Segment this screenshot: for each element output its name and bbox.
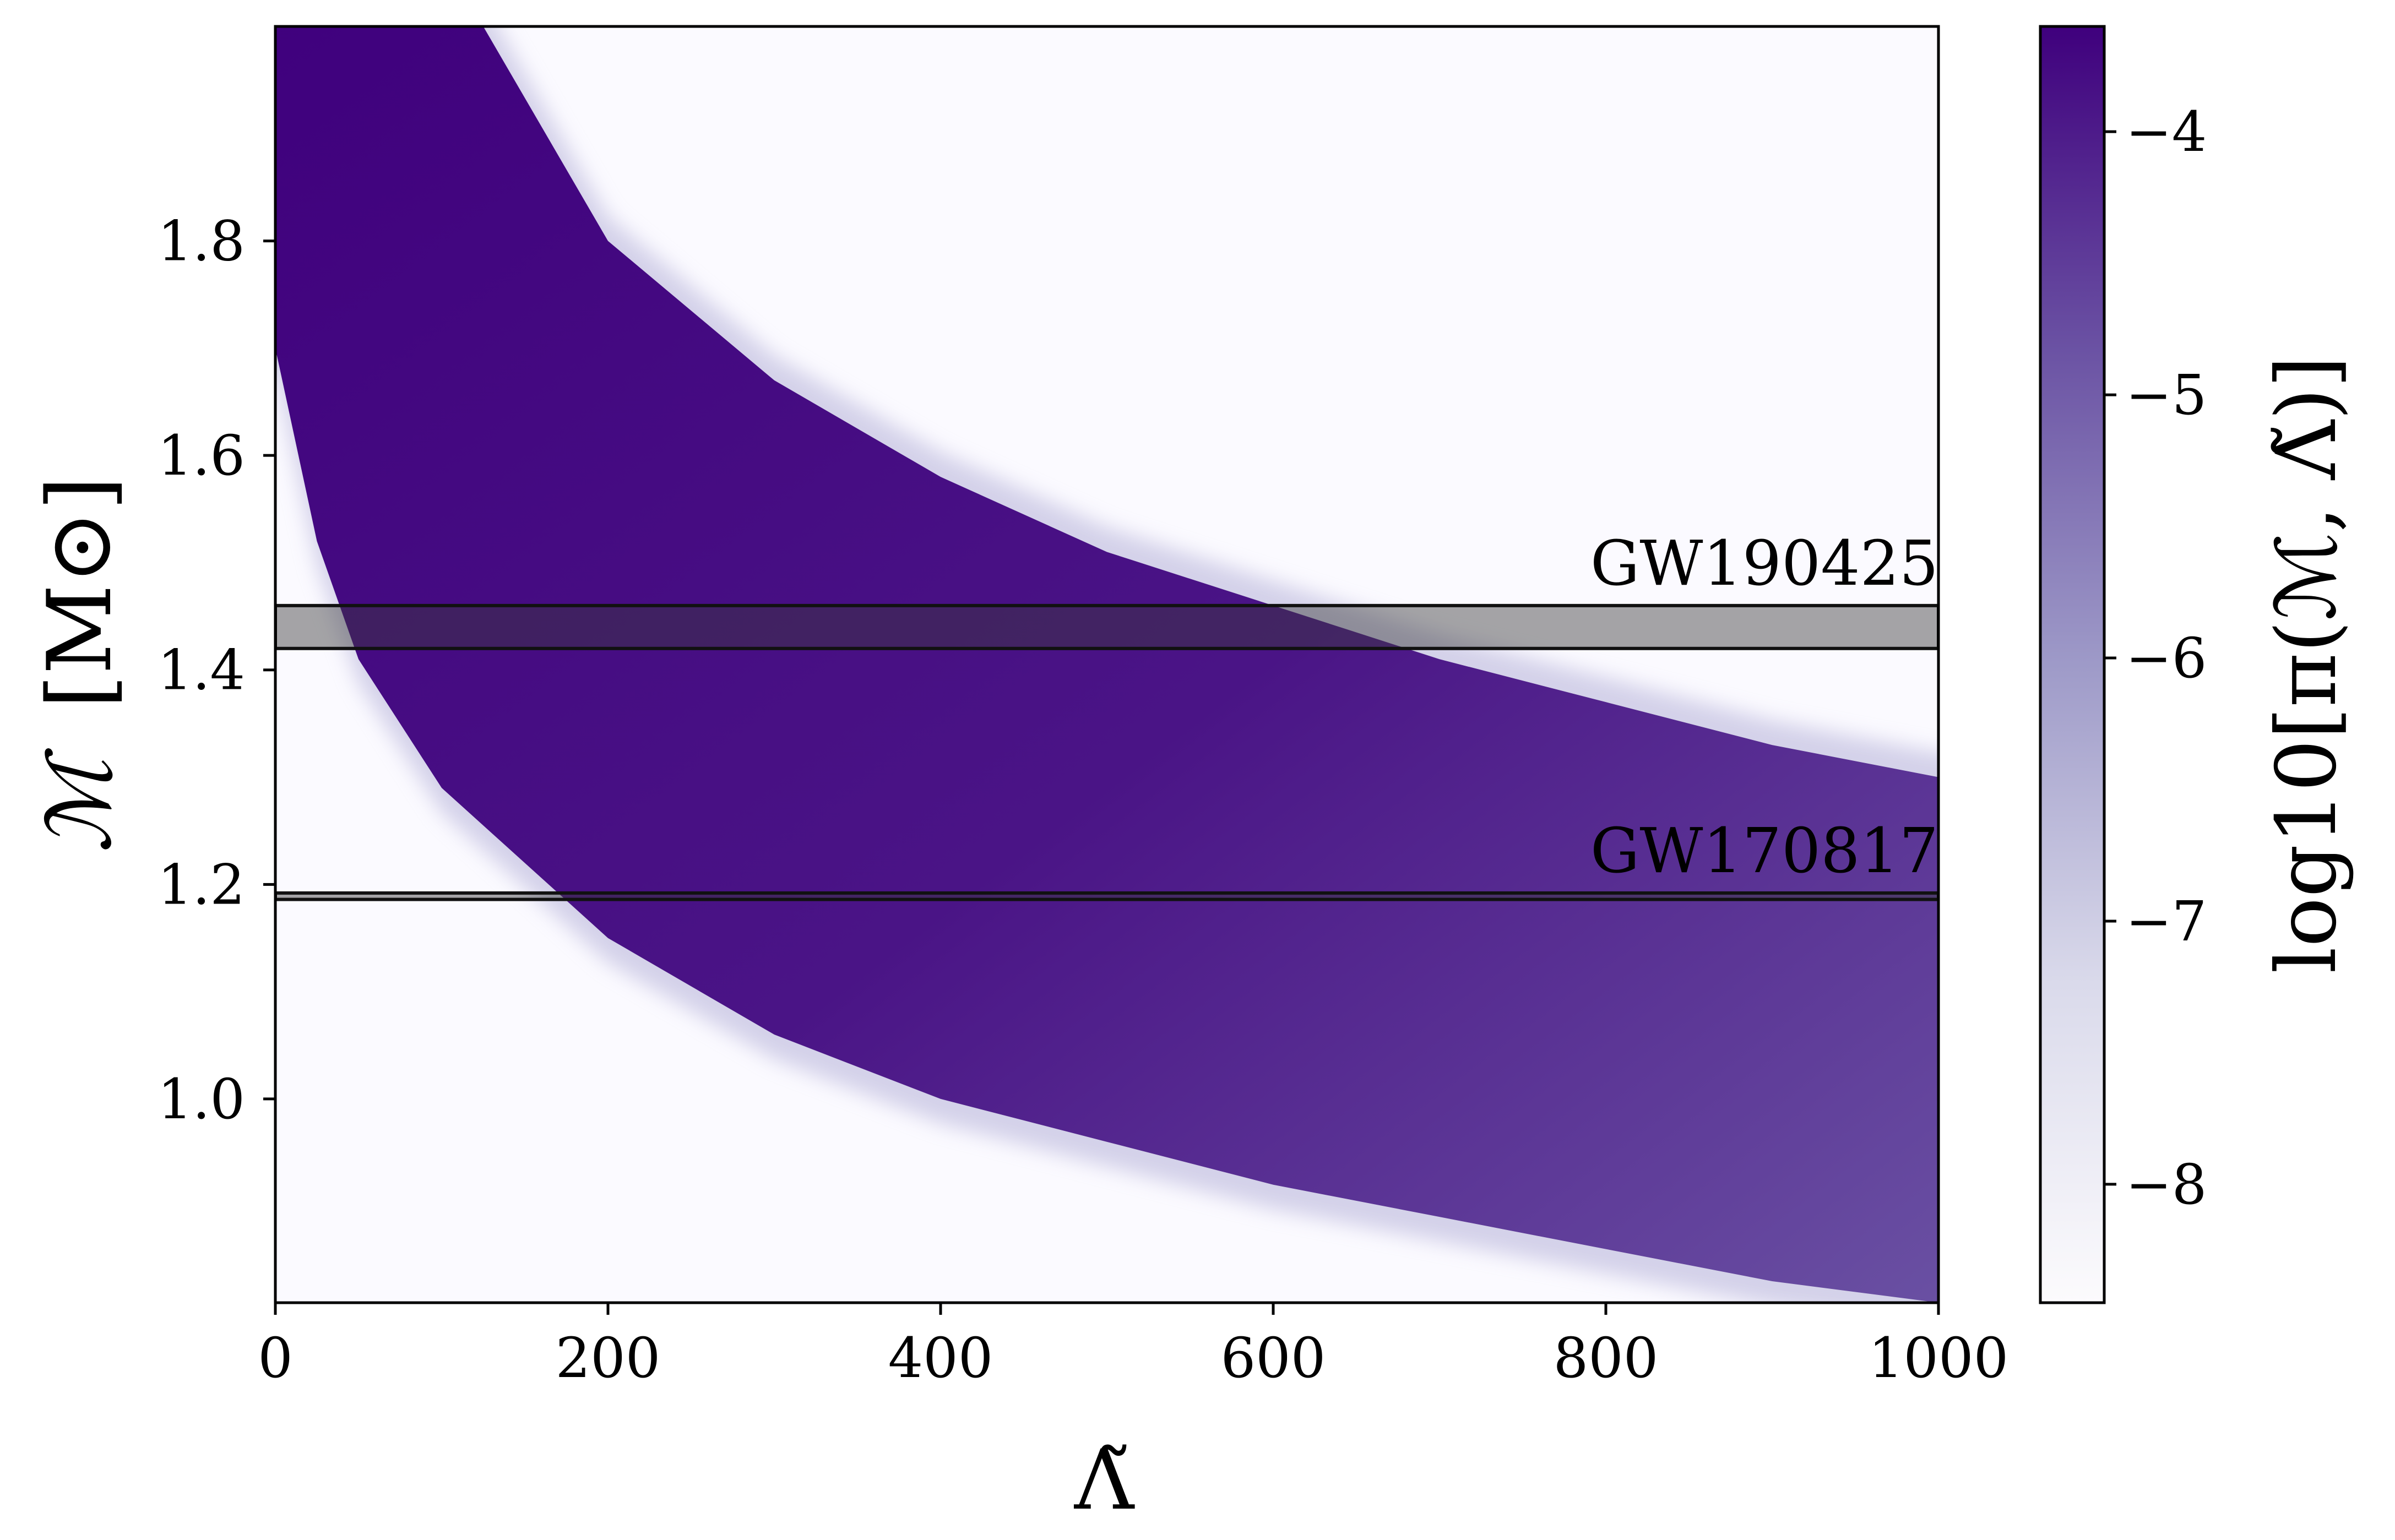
svg-text:ℳ [M⊙]: ℳ [M⊙] [28, 476, 131, 853]
colorbar-tick-label: −4 [2126, 100, 2207, 164]
y-tick-label: 1.0 [158, 1067, 245, 1131]
density-band [275, 26, 1938, 1303]
colorbar-ticks: −4 −5 −6 −7 −8 [2104, 100, 2207, 1217]
colorbar-tick-label: −8 [2126, 1152, 2207, 1217]
x-tick-label: 400 [888, 1326, 993, 1390]
colorbar [2039, 25, 2106, 1304]
x-tick-label: 1000 [1869, 1326, 2009, 1390]
colorbar-label: log10[π(ℳ, Λ̃)] [2259, 356, 2355, 973]
event-label-gw190425: GW190425 [1590, 528, 1938, 600]
y-tick-label: 1.6 [158, 423, 245, 488]
y-axis-label-unit: [M⊙] [28, 476, 131, 709]
colorbar-tick-label: −7 [2126, 889, 2207, 954]
y-axis-label: ℳ [M⊙] [28, 476, 131, 853]
event-band-gw170817 [275, 891, 1938, 901]
colorbar-tick-label: −5 [2126, 363, 2207, 427]
y-axis-label-symbol: ℳ [28, 748, 131, 853]
y-tick-label: 1.8 [158, 209, 245, 274]
x-axis-label: Λ̃ [1074, 1433, 1135, 1528]
y-tick-label: 1.2 [158, 852, 245, 917]
plot-frame [274, 25, 1940, 1304]
colorbar-tick-label: −6 [2126, 626, 2207, 690]
x-tick-label: 800 [1554, 1326, 1659, 1390]
x-tick-label: 0 [258, 1326, 293, 1390]
event-label-gw170817: GW170817 [1590, 815, 1938, 887]
event-band-gw190425 [275, 603, 1938, 650]
x-axis-ticks: 0 200 400 600 800 1000 [258, 1303, 2008, 1390]
y-tick-label: 1.4 [158, 638, 245, 703]
x-tick-label: 600 [1221, 1326, 1326, 1390]
y-axis-ticks: 1.0 1.2 1.4 1.6 1.8 [158, 209, 275, 1131]
x-tick-label: 200 [556, 1326, 661, 1390]
